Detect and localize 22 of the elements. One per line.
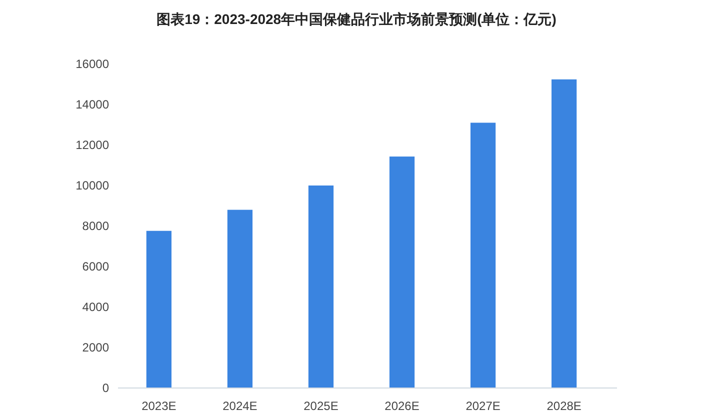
y-tick-label: 10000: [76, 178, 110, 193]
y-tick-label: 6000: [82, 260, 110, 274]
y-tick-label: 12000: [76, 138, 110, 152]
x-tick-label: 2023E: [142, 399, 176, 413]
y-tick-label: 0: [102, 381, 110, 396]
bar: [146, 230, 172, 388]
bar: [552, 79, 577, 388]
x-tick-label: 2026E: [384, 399, 420, 413]
x-tick-label: 2027E: [466, 399, 500, 413]
x-tick-label: 2028E: [546, 399, 582, 413]
y-tick-label: 2000: [82, 340, 110, 355]
y-tick-label: 8000: [82, 219, 110, 234]
y-tick-label: 16000: [76, 57, 110, 72]
y-tick-label: 4000: [82, 300, 110, 314]
x-tick-label: 2025E: [304, 399, 338, 413]
bar: [227, 210, 253, 388]
bar: [389, 156, 415, 388]
x-tick-label: 2024E: [222, 399, 258, 413]
chart-title: 图表19：2023-2028年中国保健品行业市场前景预测(单位：亿元): [156, 11, 556, 27]
y-tick-label: 14000: [76, 98, 110, 112]
bar: [470, 122, 496, 388]
bar: [308, 186, 334, 388]
